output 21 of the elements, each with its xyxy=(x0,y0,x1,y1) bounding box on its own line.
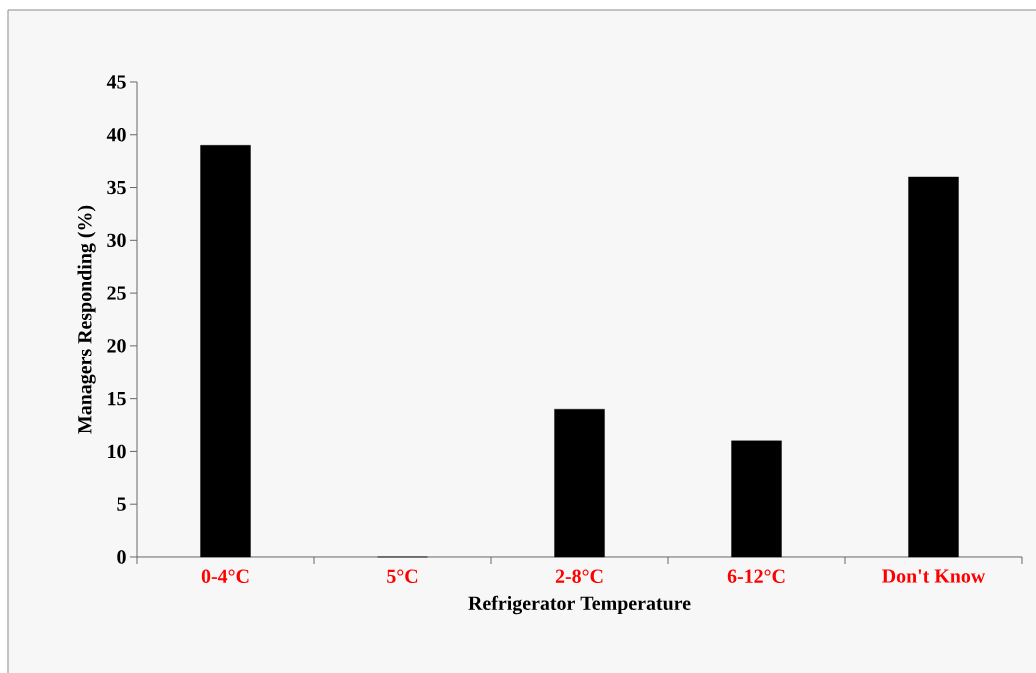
y-axis-title: Managers Responding (%) xyxy=(77,205,96,434)
x-tick-label: 6-12°C xyxy=(727,569,785,583)
y-tick-label: 10 xyxy=(108,444,126,459)
x-tick-label: 2-8°C xyxy=(555,569,603,583)
y-tick-label: 35 xyxy=(107,180,126,195)
bar xyxy=(200,145,251,558)
y-tick-label: 45 xyxy=(106,75,126,89)
y-tick-label: 25 xyxy=(107,286,126,300)
x-tick-label: Don't Know xyxy=(882,569,986,583)
y-tick-label: 20 xyxy=(107,339,126,353)
x-tick-label: 5°C xyxy=(387,569,418,583)
y-tick-label: 40 xyxy=(106,128,126,142)
bar xyxy=(908,176,959,558)
y-tick-label: 30 xyxy=(107,233,126,248)
y-tick-label: 0 xyxy=(117,550,126,564)
y-tick-label: 15 xyxy=(108,391,126,406)
x-tick-label: 0-4°C xyxy=(201,569,249,583)
y-tick-label: 5 xyxy=(117,497,126,511)
bar xyxy=(731,440,782,558)
x-axis-title: Refrigerator Temperature xyxy=(468,595,691,615)
bar xyxy=(554,409,605,558)
